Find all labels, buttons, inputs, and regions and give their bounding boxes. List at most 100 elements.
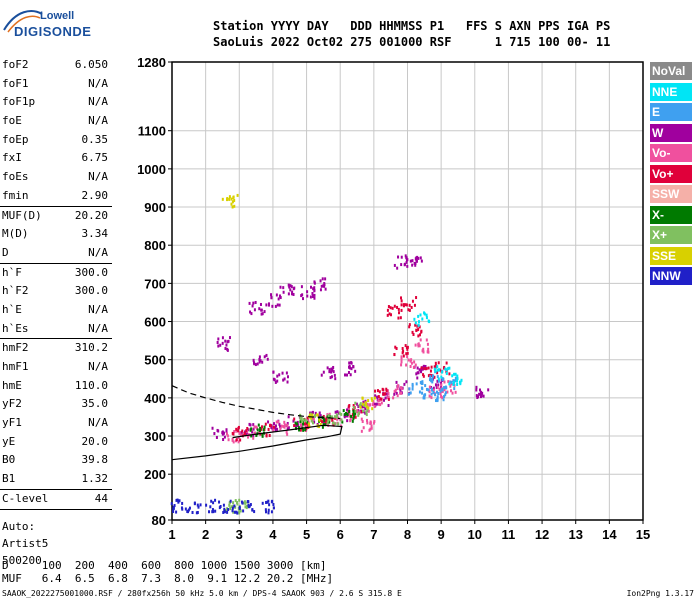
- echo-point: [393, 389, 396, 393]
- echo-point: [295, 424, 298, 428]
- echo-point: [405, 256, 408, 260]
- echo-point: [214, 498, 217, 502]
- echo-point: [221, 197, 224, 201]
- y-tick-label: 80: [152, 513, 166, 528]
- echo-point: [419, 380, 422, 384]
- echo-point: [255, 425, 258, 429]
- param-key: foF1p: [2, 95, 36, 109]
- legend-item: X-: [650, 205, 692, 224]
- echo-point: [325, 416, 328, 420]
- echo-point: [365, 413, 368, 417]
- legend: NoVal NNE E W Vo- Vo+ SSW X- X+ SSE NNW: [650, 62, 692, 288]
- param-key: M(D): [2, 227, 29, 241]
- echo-point: [427, 319, 430, 323]
- echo-point: [265, 353, 268, 357]
- echo-point: [392, 396, 395, 400]
- echo-point: [454, 372, 457, 376]
- echo-point: [317, 414, 320, 418]
- echo-point: [214, 509, 217, 513]
- echo-point: [378, 390, 381, 394]
- echo-point: [369, 403, 372, 407]
- echo-point: [327, 413, 330, 417]
- echo-point: [344, 373, 347, 377]
- echo-point: [353, 414, 356, 418]
- echo-point: [237, 429, 240, 433]
- echo-point: [408, 323, 411, 327]
- echo-point: [252, 358, 255, 362]
- echo-point: [352, 406, 355, 410]
- echo-point: [242, 509, 245, 513]
- echo-point: [377, 395, 380, 399]
- echo-point: [323, 419, 326, 423]
- param-value: 1.32: [81, 472, 109, 486]
- echo-point: [278, 303, 281, 307]
- echo-point: [240, 500, 243, 504]
- echo-point: [299, 423, 302, 427]
- echo-point: [205, 503, 208, 507]
- echo-point: [400, 308, 403, 312]
- y-tick-label: 900: [144, 200, 166, 215]
- param-row: h`F 300.0: [0, 264, 112, 283]
- echo-point: [448, 372, 451, 376]
- echo-point: [436, 385, 439, 389]
- echo-point: [453, 372, 456, 376]
- echo-point: [389, 306, 392, 310]
- echo-point: [232, 440, 235, 444]
- echo-point: [293, 417, 296, 421]
- param-row: C-level 44: [0, 490, 112, 509]
- echo-point: [277, 420, 280, 424]
- echo-point: [275, 420, 278, 424]
- echo-point: [272, 506, 275, 510]
- echo-point: [362, 400, 365, 404]
- echo-point: [450, 380, 453, 384]
- echo-point: [332, 365, 335, 369]
- param-value: 300.0: [74, 265, 108, 279]
- echo-point: [433, 375, 436, 379]
- echo-point: [283, 425, 286, 429]
- echo-point: [372, 400, 375, 404]
- echo-point: [456, 374, 459, 378]
- echo-point: [412, 332, 415, 336]
- echo-point: [351, 413, 354, 417]
- echo-point: [243, 500, 246, 504]
- echo-point: [383, 398, 386, 402]
- echo-point: [326, 415, 329, 419]
- echo-point: [233, 504, 236, 508]
- echo-point: [283, 423, 286, 427]
- echo-point: [255, 433, 258, 437]
- x-tick-label: 8: [404, 527, 411, 542]
- echo-point: [373, 419, 376, 423]
- echo-point: [306, 294, 309, 298]
- echo-point: [267, 508, 270, 512]
- echo-point: [188, 506, 191, 510]
- param-key: foE: [2, 114, 22, 128]
- echo-point: [406, 355, 409, 359]
- param-row: B0 39.8: [0, 451, 112, 470]
- param-value: N/A: [88, 302, 108, 316]
- echo-point: [434, 383, 437, 387]
- echo-point: [449, 384, 452, 388]
- echo-point: [232, 195, 235, 199]
- echo-point: [413, 303, 416, 307]
- echo-point: [371, 398, 374, 402]
- echo-point: [438, 368, 441, 372]
- echo-point: [251, 430, 254, 434]
- echo-point: [227, 438, 230, 442]
- echo-point: [424, 393, 427, 397]
- echo-point: [440, 395, 443, 399]
- echo-point: [421, 381, 424, 385]
- echo-point: [377, 399, 380, 403]
- echo-point: [286, 427, 289, 431]
- echo-point: [222, 431, 225, 435]
- echo-point: [428, 394, 431, 398]
- echo-point: [427, 374, 430, 378]
- echo-point: [287, 292, 290, 296]
- echo-point: [448, 382, 451, 386]
- echo-point: [475, 394, 478, 398]
- echo-point: [274, 428, 277, 432]
- echo-point: [261, 501, 264, 505]
- echo-point: [235, 510, 238, 514]
- echo-point: [333, 373, 336, 377]
- echo-point: [226, 507, 229, 511]
- echo-point: [331, 418, 334, 422]
